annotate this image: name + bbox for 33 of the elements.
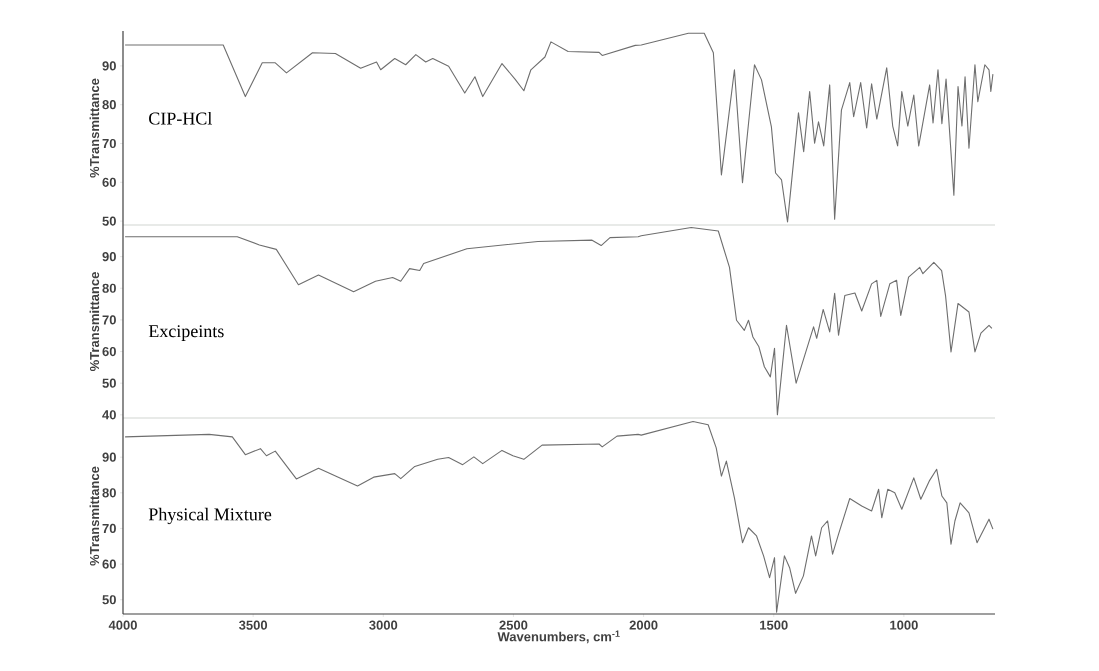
x-tick-label: 2500 [499,620,528,630]
x-tick-label: 1500 [760,620,788,630]
y-tick-label: 70 [102,523,116,534]
y-tick-label: 90 [102,61,116,71]
x-tick-label: 3500 [238,620,268,630]
line-series [124,421,994,613]
line-series [124,226,993,416]
annotation: Excipeints [148,325,224,341]
y-tick-label: 50 [102,378,116,388]
annotation: Physical Mixture [148,507,272,525]
y-axis-title: %Transmittance [89,466,100,566]
y-tick-label: 80 [102,283,116,293]
x-tick-label: 1000 [890,620,918,630]
x-tick-label: 4000 [108,620,137,630]
y-tick-label: 90 [102,452,116,462]
y-tick-label: 40 [102,410,116,420]
y-axis-title: %Transmittance [89,78,100,178]
line-series [124,32,994,223]
y-tick-label: 70 [102,315,116,325]
y-axis-title: %Transmittance [89,272,100,372]
y-tick-label: 60 [102,346,116,357]
y-tick-label: 80 [102,488,116,498]
y-tick-label: 50 [102,595,116,605]
annotation: CIP-HCl [149,111,212,125]
x-axis-title: Wavenumbers, cm$^{-1}$ [497,630,620,644]
y-tick-label: 80 [102,100,116,110]
y-tick-label: 60 [102,559,116,569]
x-tick-label: 3000 [369,620,398,630]
y-tick-label: 50 [102,216,116,226]
y-tick-label: 60 [102,177,116,187]
y-tick-label: 70 [102,138,116,149]
y-tick-label: 90 [102,252,116,262]
x-tick-label: 2000 [629,620,658,630]
